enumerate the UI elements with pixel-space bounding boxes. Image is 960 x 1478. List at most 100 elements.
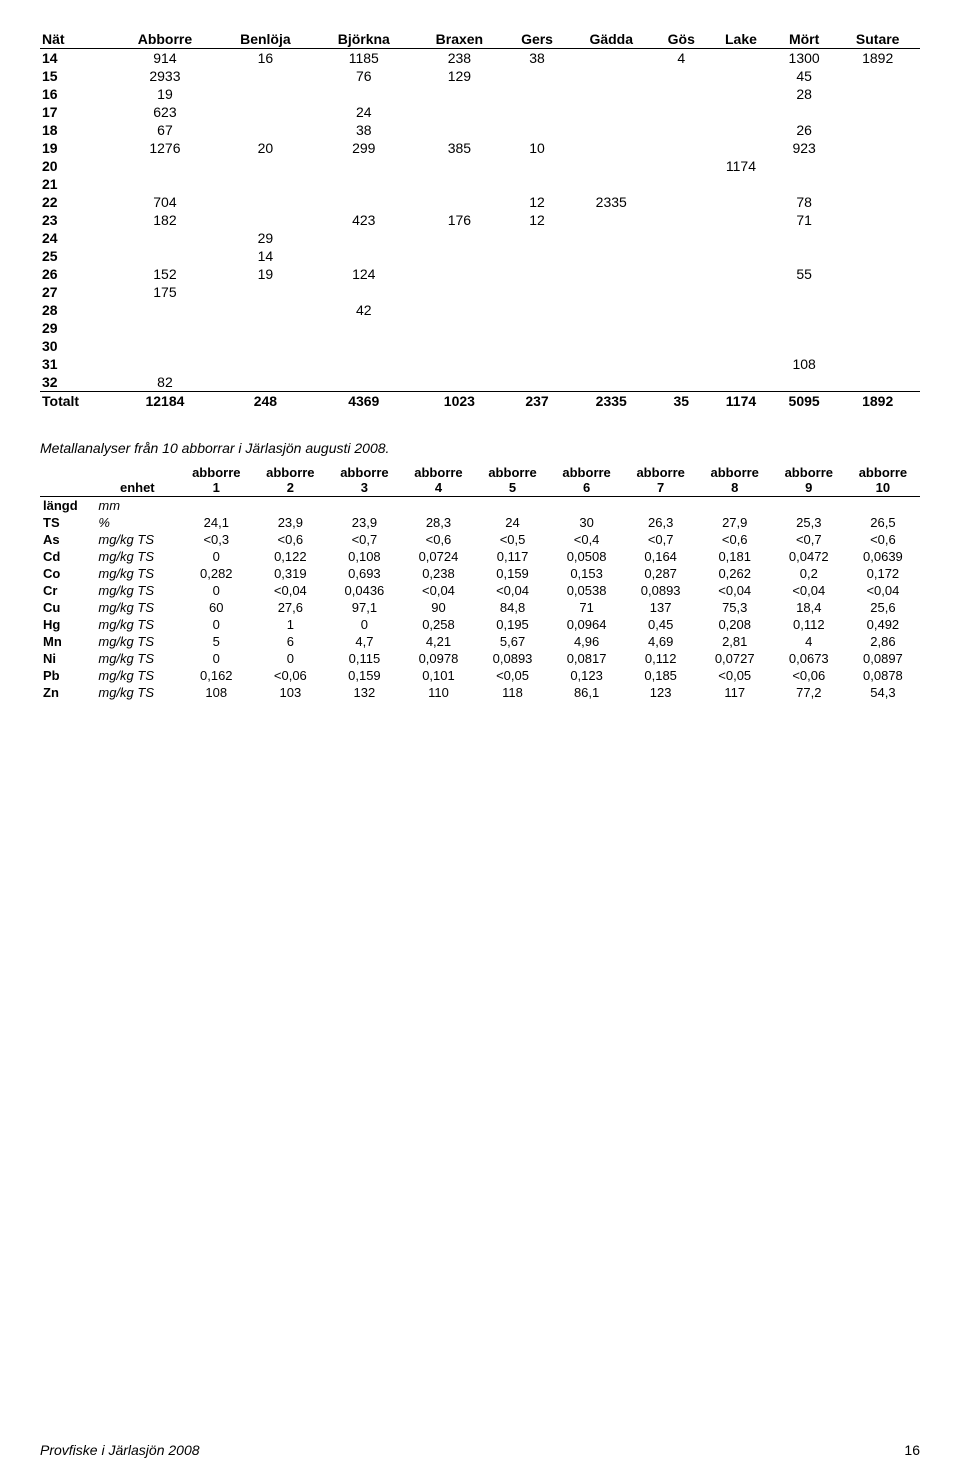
cell: 1300 — [773, 49, 835, 68]
cell — [505, 355, 569, 373]
cell — [217, 157, 314, 175]
table-row: Cdmg/kg TS00,1220,1080,07240,1170,05080,… — [40, 548, 920, 565]
cell — [569, 247, 654, 265]
cell — [654, 319, 710, 337]
cell — [569, 175, 654, 193]
cell: <0,6 — [401, 531, 475, 548]
cell — [314, 283, 414, 301]
cell: 0,45 — [624, 616, 698, 633]
cell — [314, 373, 414, 392]
cell: <0,04 — [253, 582, 327, 599]
cell — [217, 85, 314, 103]
cell — [314, 193, 414, 211]
cell — [217, 193, 314, 211]
cell — [709, 283, 773, 301]
cell — [327, 497, 401, 515]
table-row: 2270412233578 — [40, 193, 920, 211]
cell: 0,112 — [624, 650, 698, 667]
t1-header: Benlöja — [217, 30, 314, 49]
cell — [505, 121, 569, 139]
cell — [414, 193, 505, 211]
cell — [113, 355, 217, 373]
cell — [505, 229, 569, 247]
cell: 0,0817 — [550, 650, 624, 667]
cell — [709, 247, 773, 265]
cell: 923 — [773, 139, 835, 157]
cell: 20 — [40, 157, 113, 175]
cell: mg/kg TS — [95, 565, 179, 582]
cell: 132 — [327, 684, 401, 701]
cell — [113, 301, 217, 319]
cell: 1892 — [835, 392, 920, 411]
table-row: Nimg/kg TS000,1150,09780,08930,08170,112… — [40, 650, 920, 667]
cell: 30 — [40, 337, 113, 355]
cell — [654, 67, 710, 85]
table-row: 1491416118523838413001892 — [40, 49, 920, 68]
t1-header: Gös — [654, 30, 710, 49]
cell: 182 — [113, 211, 217, 229]
cell: 110 — [401, 684, 475, 701]
t1-header: Braxen — [414, 30, 505, 49]
cell — [835, 211, 920, 229]
cell: Cr — [40, 582, 95, 599]
cell — [505, 103, 569, 121]
cell: 0,195 — [476, 616, 550, 633]
cell: 29 — [40, 319, 113, 337]
cell: 42 — [314, 301, 414, 319]
cell: 4,96 — [550, 633, 624, 650]
cell — [773, 247, 835, 265]
cell — [569, 49, 654, 68]
cell — [835, 283, 920, 301]
cell — [314, 337, 414, 355]
cell — [217, 319, 314, 337]
cell — [414, 373, 505, 392]
cell — [217, 373, 314, 392]
cell — [414, 229, 505, 247]
cell: <0,05 — [698, 667, 772, 684]
cell: 137 — [624, 599, 698, 616]
cell: 2933 — [113, 67, 217, 85]
cell: 26 — [40, 265, 113, 283]
cell — [217, 283, 314, 301]
t2-header: abborre3 — [327, 464, 401, 497]
cell: 14 — [40, 49, 113, 68]
cell — [846, 497, 920, 515]
cell — [835, 301, 920, 319]
cell: 26 — [773, 121, 835, 139]
cell: 0,287 — [624, 565, 698, 582]
cell: mg/kg TS — [95, 633, 179, 650]
cell — [709, 337, 773, 355]
cell — [505, 283, 569, 301]
cell: 19 — [113, 85, 217, 103]
cell: 175 — [113, 283, 217, 301]
cell: 0,0538 — [550, 582, 624, 599]
cell: 0,164 — [624, 548, 698, 565]
table-row: 3282 — [40, 373, 920, 392]
cell — [569, 319, 654, 337]
cell: 0,123 — [550, 667, 624, 684]
cell — [773, 229, 835, 247]
cell — [709, 193, 773, 211]
t2-header: enhet — [95, 464, 179, 497]
cell: 1 — [253, 616, 327, 633]
cell — [569, 211, 654, 229]
cell: 25 — [40, 247, 113, 265]
cell — [709, 175, 773, 193]
table-row: Crmg/kg TS0<0,040,0436<0,04<0,040,05380,… — [40, 582, 920, 599]
cell: 0 — [179, 548, 253, 565]
cell: 0,238 — [401, 565, 475, 582]
t2-header: abborre8 — [698, 464, 772, 497]
cell — [179, 497, 253, 515]
cell: mg/kg TS — [95, 650, 179, 667]
cell: 27 — [40, 283, 113, 301]
cell: Totalt — [40, 392, 113, 411]
cell — [476, 497, 550, 515]
table-row: 31108 — [40, 355, 920, 373]
cell: 76 — [314, 67, 414, 85]
cell — [654, 337, 710, 355]
cell — [217, 301, 314, 319]
cell: 0 — [179, 582, 253, 599]
cell: mg/kg TS — [95, 531, 179, 548]
cell: 299 — [314, 139, 414, 157]
cell — [314, 175, 414, 193]
